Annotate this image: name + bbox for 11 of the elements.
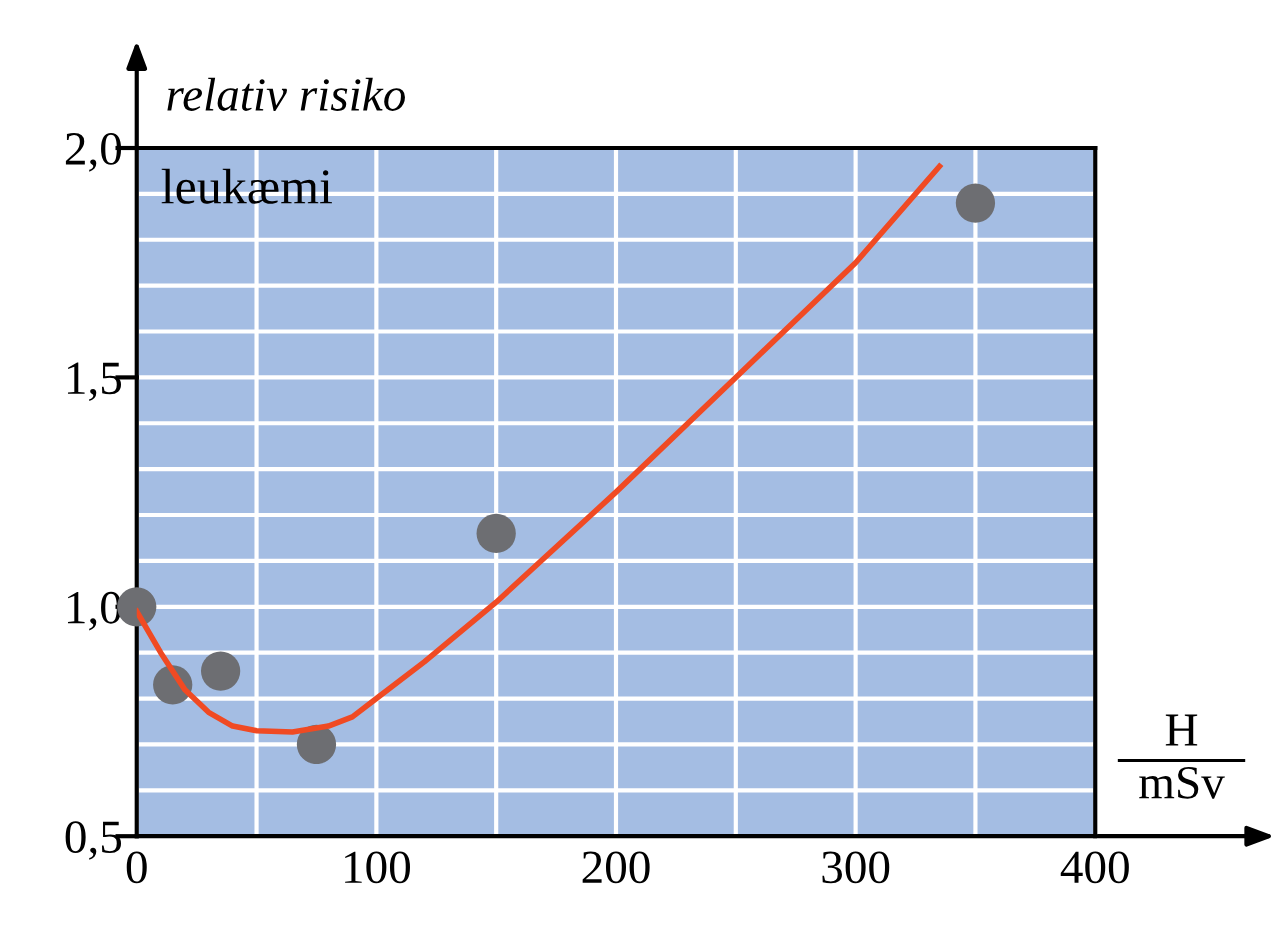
y-tick-label: 2,0 bbox=[65, 132, 122, 172]
x-tick-label: 100 bbox=[345, 851, 410, 884]
x-tick-label: 200 bbox=[582, 851, 650, 884]
x-tick-label: 0 bbox=[126, 851, 147, 884]
y-tick-label: 0,5 bbox=[65, 821, 122, 860]
x-tick-label: 400 bbox=[1060, 851, 1129, 884]
y-tick-label: 1,5 bbox=[67, 362, 122, 402]
x-axis-title: H mSv bbox=[1139, 714, 1225, 799]
y-axis-title: relativ risiko bbox=[167, 77, 405, 111]
x-tick-label: 300 bbox=[822, 851, 890, 884]
annotation: leukæmi bbox=[161, 168, 332, 204]
